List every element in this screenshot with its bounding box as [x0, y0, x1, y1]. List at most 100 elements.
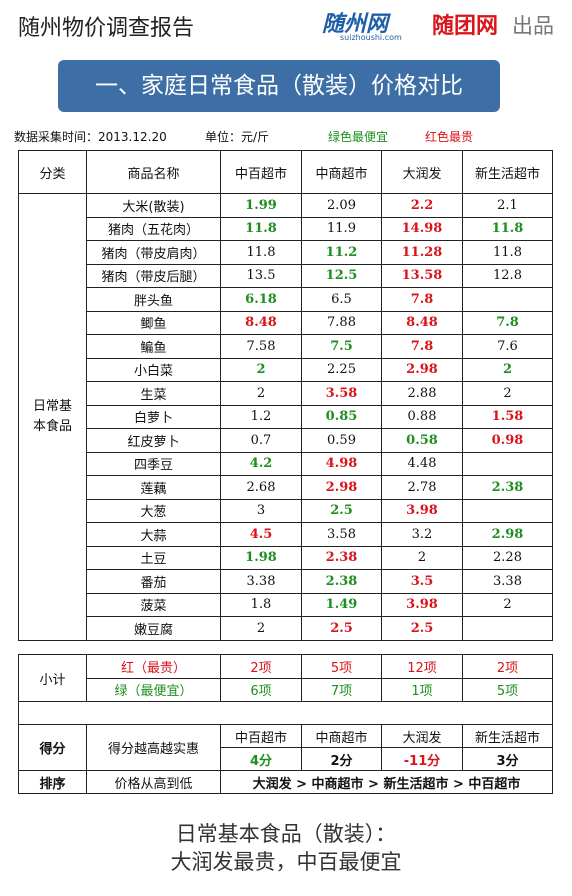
price: [462, 498, 553, 523]
green-label: 绿（最便宜）: [86, 677, 221, 702]
item-name: 菠菜: [86, 592, 221, 617]
item-name: 生菜: [86, 381, 221, 406]
price: 0.88: [381, 404, 463, 429]
item-name: 番茄: [86, 569, 221, 594]
score-label: 得分: [18, 724, 87, 771]
price: 8.48: [381, 310, 463, 335]
price: 13.5: [220, 263, 302, 288]
green-count: 1项: [381, 677, 463, 702]
price: 4.48: [381, 451, 463, 476]
header-row: 分类 商品名称 中百超市 中商超市 大润发 新生活超市: [18, 150, 553, 194]
price: 14.98: [381, 216, 463, 241]
score-note: 得分越高越实惠: [86, 724, 221, 771]
price: 2: [462, 357, 553, 382]
price: 3.58: [301, 522, 382, 547]
price: 3.38: [220, 569, 302, 594]
data-row: 大葱 3 2.5 3.98: [19, 498, 553, 523]
price: 8.48: [220, 310, 302, 335]
data-row: 猪肉（五花肉） 11.8 11.9 14.98 11.8: [19, 216, 553, 241]
price: 0.59: [301, 428, 382, 453]
price: 2.28: [462, 545, 553, 570]
red-count: 2项: [462, 654, 553, 679]
price: 11.28: [381, 240, 463, 265]
price: [462, 287, 553, 312]
score: 2分: [301, 747, 382, 771]
price: 1.2: [220, 404, 302, 429]
price: 6.18: [220, 287, 302, 312]
price: 7.8: [462, 310, 553, 335]
score-row: 4分 2分 -11分 3分: [19, 747, 553, 771]
price: 4.2: [220, 451, 302, 476]
price: 7.8: [381, 287, 463, 312]
green-count: 6项: [220, 677, 302, 702]
report-title: 随州物价调查报告: [18, 16, 195, 41]
ranking-note: 价格从高到低: [86, 770, 221, 794]
price: 0.85: [301, 404, 382, 429]
price: 11.9: [301, 216, 382, 241]
price: 1.8: [220, 592, 302, 617]
price-table: 分类 商品名称 中百超市 中商超市 大润发 新生活超市 日常基本食品 大米(散装) 1.99 2.…: [18, 150, 553, 641]
price: 2: [220, 357, 302, 382]
price: 4.98: [301, 451, 382, 476]
price: 2.68: [220, 475, 302, 500]
summary-table: 小计 红（最贵） 2项 5项 12项 2项 绿（最便宜） 6项 7项 1项 5项 得分 得分越高越实惠中…: [18, 654, 553, 794]
price: 7.88: [301, 310, 382, 335]
footer-line: 日常基本食品（散装）：: [175, 822, 397, 846]
item-name: 猪肉（带皮后腿）: [86, 263, 221, 288]
header-cell: 中商超市: [301, 150, 382, 194]
header-cell: 大润发: [381, 150, 463, 194]
ranking-order: 大润发 > 中商超市 > 新生活超市 > 中百超市: [220, 770, 553, 794]
price: 1.58: [462, 404, 553, 429]
price: 6.5: [301, 287, 382, 312]
item-name: 白萝卜: [86, 404, 221, 429]
ranking-row: 排序 价格从高到低 大润发 > 中商超市 > 新生活超市 > 中百超市: [18, 770, 553, 794]
summary-row: 小计 红（最贵） 2项 5项 12项 2项: [18, 654, 553, 702]
store-name: 新生活超市: [462, 724, 553, 748]
red-label: 红（最贵）: [86, 654, 221, 679]
price: 0.58: [381, 428, 463, 453]
price: 2.5: [301, 616, 382, 641]
red-count: 5项: [301, 654, 382, 679]
price: 2.1: [462, 193, 553, 218]
date: 数据采集时间：2013.12.20: [14, 130, 167, 144]
price: 11.8: [220, 240, 302, 265]
empty-row: [18, 701, 553, 725]
category-cell: 日常基本食品: [18, 193, 87, 641]
item-name: 大米(散装): [86, 193, 221, 218]
red-count: 12项: [381, 654, 463, 679]
banner: 一、家庭日常食品（散装）价格对比: [58, 60, 500, 112]
price: 11.2: [301, 240, 382, 265]
item-name: 四季豆: [86, 451, 221, 476]
item-name: 嫩豆腐: [86, 616, 221, 641]
price: 7.8: [381, 334, 463, 359]
item-name: 鳊鱼: [86, 334, 221, 359]
price: 2: [220, 381, 302, 406]
item-name: 猪肉（五花肉）: [86, 216, 221, 241]
score: 3分: [462, 747, 553, 771]
price: 3.5: [381, 569, 463, 594]
data-row: 莲藕 2.68 2.98 2.78 2.38: [19, 475, 553, 500]
green-count: 5项: [462, 677, 553, 702]
price: 2.98: [381, 357, 463, 382]
credit: 出品: [512, 14, 554, 38]
category: 日常基本食品: [32, 398, 72, 434]
price: 3.98: [381, 592, 463, 617]
price: 1.99: [220, 193, 302, 218]
price: 2.88: [381, 381, 463, 406]
data-row: 土豆 1.98 2.38 2 2.28: [19, 545, 553, 570]
item-name: 大葱: [86, 498, 221, 523]
score: 4分: [220, 747, 302, 771]
price: 2.25: [301, 357, 382, 382]
price: 3.2: [381, 522, 463, 547]
header-cell: 中百超市: [220, 150, 302, 194]
data-row: 小白菜 2 2.25 2.98 2: [19, 357, 553, 382]
header-cell: 分类: [18, 150, 87, 194]
price: [462, 616, 553, 641]
price: 3: [220, 498, 302, 523]
item-name: 猪肉（带皮肩肉）: [86, 240, 221, 265]
price: 2.09: [301, 193, 382, 218]
empty-cell: [18, 701, 553, 725]
data-row: 鲫鱼 8.48 7.88 8.48 7.8: [19, 310, 553, 335]
price: 2.98: [462, 522, 553, 547]
